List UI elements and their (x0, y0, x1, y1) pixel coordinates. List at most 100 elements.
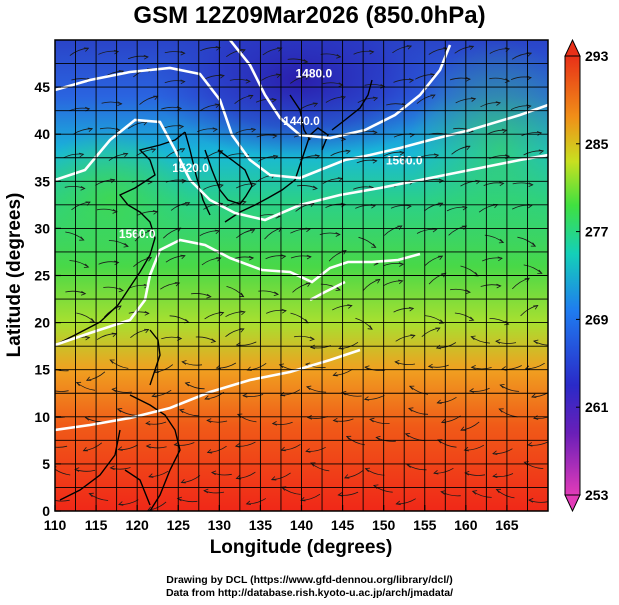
streamline-arrow (87, 127, 94, 132)
y-axis-ticks: 0 5 10 15 20 25 30 35 40 45 (34, 79, 61, 519)
y-tick-label: 30 (34, 220, 50, 236)
streamline-arrow (113, 49, 120, 55)
streamline-arrow (470, 335, 476, 340)
streamline-arrow (495, 101, 502, 106)
streamline-arrow (218, 311, 225, 316)
streamline-arrow (465, 289, 471, 295)
streamline-arrow (332, 417, 338, 423)
streamline-arrow (144, 328, 150, 334)
x-tick-label: 155 (413, 517, 437, 533)
streamline-arrow (206, 449, 213, 454)
streamline-arrow (235, 475, 241, 480)
credits: Drawing by DCL (https://www.gfd-dennou.o… (0, 574, 619, 600)
streamline-arrow (239, 292, 245, 298)
streamline-arrow (462, 205, 468, 211)
streamline-arrow (248, 94, 254, 100)
streamline-arrow (468, 316, 475, 321)
streamline-arrow (245, 78, 251, 84)
streamline-arrow (145, 443, 151, 449)
colorbar-tick-label: 269 (585, 311, 609, 327)
streamline-arrow (203, 488, 209, 494)
streamline-arrow (364, 467, 371, 473)
streamline-arrow (427, 363, 434, 369)
streamline-arrow (496, 283, 502, 289)
x-tick-label: 160 (454, 517, 478, 533)
streamline-arrow (80, 185, 86, 191)
map-title: GSM 12Z09Mar2026 (850.0hPa) (133, 2, 486, 29)
streamline-arrow (528, 498, 534, 503)
streamline (55, 390, 69, 392)
x-tick-label: 140 (290, 517, 314, 533)
streamline-arrow (249, 229, 256, 234)
streamline-arrow (367, 325, 373, 330)
streamline-arrow (372, 96, 379, 102)
streamline-arrow (277, 47, 283, 52)
streamline-arrow (178, 124, 185, 130)
streamline-arrow (111, 387, 117, 393)
streamline-arrow (50, 497, 54, 501)
x-tick-label: 130 (208, 517, 232, 533)
x-tick-label: 135 (249, 517, 273, 533)
streamline-arrow (538, 149, 545, 155)
streamline-arrow (303, 59, 309, 64)
streamline-arrow (148, 473, 154, 478)
streamline-arrow (143, 54, 149, 60)
streamline-arrow (109, 465, 115, 471)
streamline-arrow (242, 393, 248, 398)
colorbar-tick-label: 293 (585, 48, 609, 64)
streamline-arrow (216, 257, 222, 262)
streamline-arrow (492, 473, 498, 478)
y-tick-label: 45 (34, 79, 50, 95)
streamline-arrow (240, 310, 246, 316)
streamline-arrow (394, 360, 400, 365)
credit-data: Data from http://database.rish.kyoto-u.a… (165, 587, 454, 599)
streamline-arrow (408, 385, 415, 390)
streamline-arrow (526, 104, 532, 109)
streamline-arrow (145, 420, 151, 426)
streamline-arrow (438, 202, 444, 207)
colorbar-tick-label: 277 (585, 224, 609, 240)
streamline-arrow (306, 415, 313, 420)
streamline-arrow (531, 393, 537, 398)
streamline-arrow (210, 338, 217, 343)
streamline-arrow (305, 448, 311, 453)
streamline-arrow (309, 336, 315, 342)
x-tick-label: 145 (331, 517, 355, 533)
streamline-arrow (83, 47, 90, 52)
streamline-arrow (123, 152, 129, 158)
streamline-arrow (375, 278, 381, 284)
streamline-arrow (306, 385, 312, 391)
streamline (55, 468, 71, 476)
streamline-arrow (174, 282, 181, 287)
streamline-arrow (337, 492, 343, 497)
streamline-arrow (363, 396, 370, 401)
streamline-arrow (152, 210, 159, 215)
streamline-arrow (181, 360, 187, 365)
streamline-arrow (304, 75, 310, 80)
streamline-arrow (116, 408, 123, 413)
streamline-arrow (498, 408, 504, 413)
streamline-arrow (440, 490, 446, 495)
streamline-arrow (468, 388, 475, 393)
streamline-arrow (305, 282, 311, 287)
streamline-arrow (433, 153, 440, 159)
streamline-arrow (364, 365, 370, 371)
x-tick-label: 115 (85, 517, 108, 533)
streamline-arrow (345, 149, 351, 155)
streamline-arrow (85, 376, 92, 381)
streamline-arrow (82, 447, 89, 452)
streamline-arrow (270, 476, 277, 481)
colorbar-min-arrow (564, 494, 581, 513)
streamline-arrow (75, 381, 82, 387)
streamline-arrow (464, 470, 470, 476)
streamline-arrow (335, 286, 341, 291)
colorbar-bar (564, 55, 581, 496)
streamline-arrow (180, 479, 186, 484)
streamline-arrow (206, 293, 212, 299)
streamline-arrow (404, 433, 411, 438)
streamline-arrow (398, 262, 405, 267)
streamline-arrow (465, 77, 471, 82)
streamline-arrow (310, 462, 316, 467)
